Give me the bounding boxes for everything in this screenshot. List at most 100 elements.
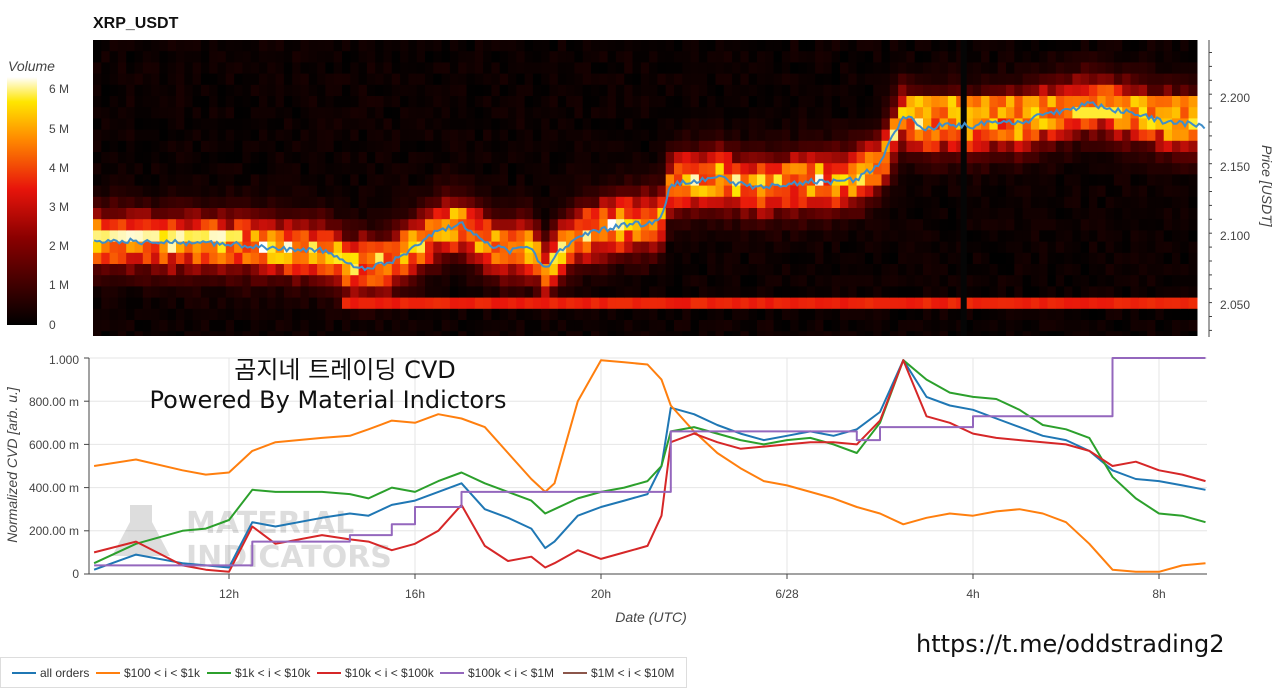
- heatmap-cell: [1188, 129, 1198, 142]
- heatmap-cell: [416, 129, 426, 142]
- heatmap-cell: [864, 140, 874, 153]
- heatmap-cell: [956, 230, 966, 243]
- heatmap-cell: [607, 252, 617, 265]
- heatmap-cell: [1113, 219, 1123, 231]
- heatmap-cell: [1130, 230, 1140, 243]
- heatmap-cell: [757, 286, 766, 299]
- cvd-ytick-0: 0: [72, 567, 79, 581]
- heatmap-cell: [698, 230, 708, 243]
- heatmap-cell: [566, 185, 575, 198]
- heatmap-cell: [474, 208, 484, 220]
- heatmap-cell: [698, 264, 708, 276]
- heatmap-cell: [1047, 241, 1057, 254]
- heatmap-cell: [823, 275, 833, 287]
- heatmap-cell: [856, 152, 866, 164]
- heatmap-cell: [914, 185, 924, 198]
- heatmap-cell: [159, 174, 169, 187]
- heatmap-cell: [1122, 107, 1132, 119]
- heatmap-cell: [325, 174, 335, 187]
- heatmap-cell: [1180, 163, 1190, 175]
- heatmap-cell: [126, 163, 136, 175]
- heatmap-cell: [317, 320, 326, 332]
- heatmap-cell: [350, 96, 360, 108]
- heatmap-cell: [1180, 40, 1190, 52]
- heatmap-cell: [898, 163, 907, 175]
- heatmap-cell: [856, 230, 866, 243]
- heatmap-cell: [707, 96, 717, 108]
- heatmap-cell: [889, 219, 899, 231]
- heatmap-cell: [939, 185, 949, 198]
- heatmap-cell: [781, 230, 791, 243]
- heatmap-cell: [184, 331, 194, 336]
- heatmap-cell: [1072, 96, 1082, 108]
- heatmap-cell: [657, 96, 667, 108]
- heatmap-cell: [532, 62, 542, 75]
- heatmap-cell: [1097, 196, 1107, 209]
- heatmap-cell: [798, 275, 808, 287]
- heatmap-cell: [325, 40, 335, 52]
- heatmap-cell: [1022, 264, 1032, 276]
- heatmap-cell: [690, 51, 700, 63]
- heatmap-cell: [972, 62, 982, 75]
- heatmap-cell: [209, 174, 219, 187]
- heatmap-cell: [715, 331, 725, 336]
- heatmap-cell: [823, 308, 833, 321]
- heatmap-cell: [408, 331, 418, 336]
- heatmap-cell: [93, 275, 102, 287]
- heatmap-cell: [167, 264, 177, 276]
- heatmap-cell: [657, 51, 667, 63]
- heatmap-cell: [358, 140, 368, 153]
- heatmap-cell: [176, 230, 185, 243]
- heatmap-cell: [640, 174, 650, 187]
- heatmap-cell: [599, 84, 609, 97]
- heatmap-cell: [831, 320, 841, 332]
- heatmap-cell: [1080, 264, 1090, 276]
- heatmap-cell: [516, 320, 526, 332]
- heatmap-cell: [582, 163, 592, 175]
- heatmap-cell: [748, 62, 758, 75]
- heatmap-cell: [881, 73, 891, 86]
- heatmap-cell: [433, 252, 443, 265]
- heatmap-cell: [333, 275, 343, 287]
- telegram-link[interactable]: https://t.me/oddstrading2: [916, 630, 1225, 658]
- heatmap-cell: [516, 152, 526, 164]
- heatmap-cell: [1047, 196, 1057, 209]
- heatmap-cell: [931, 96, 941, 108]
- heatmap-cell: [674, 51, 683, 63]
- heatmap-cell: [516, 252, 526, 265]
- heatmap-cell: [997, 107, 1007, 119]
- heatmap-cell: [300, 73, 310, 86]
- heatmap-cell: [989, 152, 999, 164]
- heatmap-cell: [524, 129, 534, 142]
- heatmap-cell: [1188, 252, 1198, 265]
- heatmap-cell: [748, 208, 758, 220]
- heatmap-cell: [873, 152, 883, 164]
- heatmap-cell: [483, 208, 492, 220]
- heatmap-cell: [176, 241, 185, 254]
- heatmap-cell: [466, 51, 476, 63]
- heatmap-cell: [1047, 140, 1057, 153]
- heatmap-cell: [690, 163, 700, 175]
- heatmap-cell: [657, 40, 667, 52]
- heatmap-cell: [765, 196, 775, 209]
- heatmap-cell: [939, 96, 949, 108]
- heatmap-cell: [674, 152, 683, 164]
- heatmap-cell: [474, 264, 484, 276]
- heatmap-cell: [615, 152, 625, 164]
- heatmap-cell: [499, 84, 509, 97]
- heatmap-cell: [1147, 140, 1156, 153]
- heatmap-cell: [557, 40, 567, 52]
- heatmap-cell: [242, 331, 252, 336]
- heatmap-cell: [1064, 152, 1073, 164]
- heatmap-cell: [624, 129, 634, 142]
- heatmap-cell: [1006, 252, 1015, 265]
- heatmap-cell: [757, 252, 766, 265]
- heatmap-cell: [441, 241, 451, 254]
- heatmap-cell: [499, 286, 509, 299]
- heatmap-cell: [740, 252, 750, 265]
- heatmap-cell: [914, 129, 924, 142]
- heatmap-cell: [1163, 163, 1173, 175]
- heatmap-cell: [1039, 84, 1049, 97]
- heatmap-cell: [657, 174, 667, 187]
